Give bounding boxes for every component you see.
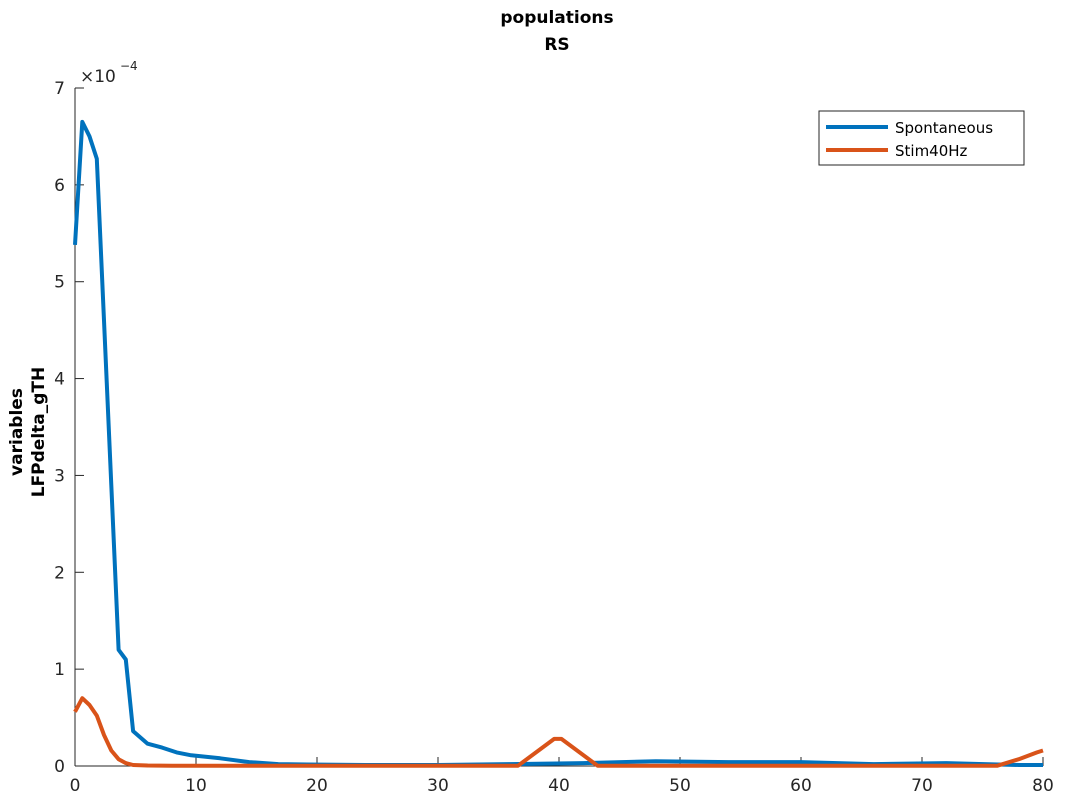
x-tick-label: 20 <box>306 776 328 796</box>
y-tick-label: 2 <box>54 563 65 583</box>
y-tick-label: 1 <box>54 660 65 680</box>
y-tick-label: 3 <box>54 466 65 486</box>
x-tick-label: 10 <box>185 776 207 796</box>
x-tick-label: 50 <box>669 776 691 796</box>
series-layer <box>73 119 1044 768</box>
legend-label-spontaneous: Spontaneous <box>895 119 993 137</box>
y-tick-label: 5 <box>54 273 65 293</box>
x-tick-label: 30 <box>427 776 449 796</box>
y-tick-label: 6 <box>54 176 65 196</box>
y-axis-exponent-base: ×10 <box>80 67 116 87</box>
y-axis-label-line-1: variables <box>7 388 27 476</box>
x-tick-label: 0 <box>70 776 81 796</box>
chart-title-line-2: RS <box>544 35 569 55</box>
x-tick-label: 80 <box>1032 776 1054 796</box>
y-tick-label: 7 <box>54 79 65 99</box>
y-axis-exponent-power: −4 <box>120 59 138 73</box>
series-line-spontaneous <box>73 119 1043 767</box>
legend-label-stim40hz: Stim40Hz <box>895 142 968 160</box>
x-tick-label: 60 <box>790 776 812 796</box>
legend-box <box>818 110 1025 166</box>
y-axis-label-line-2: LFPdelta_gTH <box>29 367 49 498</box>
legend: Spontaneous Stim40Hz <box>818 110 1025 166</box>
x-tick-label: 40 <box>548 776 570 796</box>
x-tick-label: 70 <box>911 776 933 796</box>
series-line-stim40hz <box>73 696 1044 768</box>
plot-axes: 0 10 20 30 40 50 60 70 80 0 1 2 3 4 5 6 7 <box>54 79 1054 796</box>
y-tick-label: 4 <box>54 370 65 390</box>
chart-title-line-1: populations <box>500 8 613 28</box>
y-tick-label: 0 <box>54 757 65 777</box>
